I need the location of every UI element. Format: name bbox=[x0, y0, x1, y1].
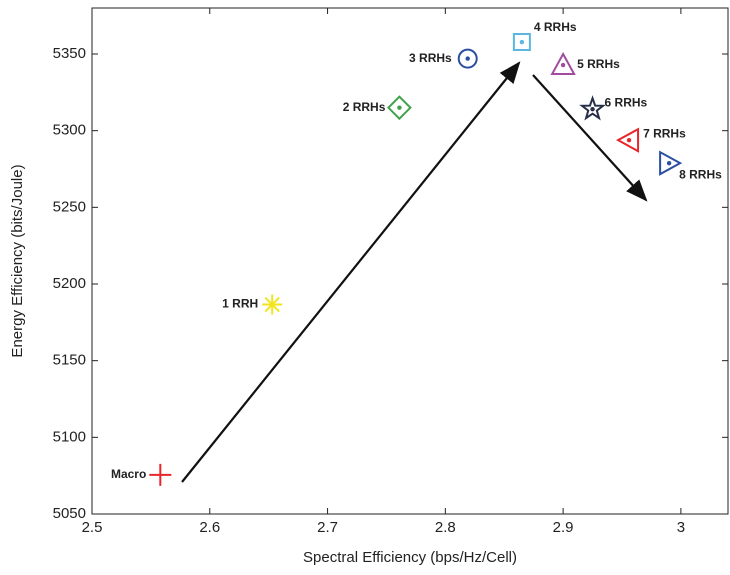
point bbox=[457, 48, 478, 69]
point bbox=[512, 33, 531, 52]
point bbox=[262, 294, 283, 315]
point bbox=[386, 95, 412, 121]
x-tick-label: 3 bbox=[677, 519, 685, 536]
marker-shape bbox=[579, 95, 606, 121]
x-tick-label: 2.5 bbox=[82, 519, 103, 536]
arrow bbox=[532, 74, 648, 202]
plot-frame bbox=[91, 7, 729, 515]
marker-shape bbox=[149, 463, 172, 486]
point-label: Macro bbox=[111, 467, 146, 481]
marker-dot bbox=[626, 137, 632, 143]
marker-dot bbox=[465, 56, 470, 61]
point bbox=[659, 150, 683, 176]
x-tick-label: 2.8 bbox=[435, 519, 456, 536]
point bbox=[579, 95, 606, 121]
marker-shape bbox=[262, 294, 283, 315]
marker-dot bbox=[519, 39, 525, 45]
marker-shape bbox=[457, 48, 478, 69]
x-axis-label: Spectral Efficiency (bps/Hz/Cell) bbox=[303, 549, 517, 566]
x-tick-label: 2.6 bbox=[199, 519, 220, 536]
marker-dot bbox=[560, 62, 566, 68]
point-label: 1 RRH bbox=[222, 297, 258, 311]
point-label: 3 RRHs bbox=[409, 51, 452, 65]
marker-dot bbox=[590, 107, 595, 112]
point bbox=[550, 51, 576, 76]
y-tick-label: 5150 bbox=[53, 352, 86, 369]
marker-shape bbox=[512, 33, 531, 52]
point-label: 6 RRHs bbox=[605, 95, 648, 109]
arrow bbox=[181, 61, 521, 483]
marker-dot bbox=[666, 160, 672, 166]
y-axis-label: Energy Efficiency (bits/Joule) bbox=[9, 164, 26, 357]
y-tick-label: 5250 bbox=[53, 198, 86, 215]
point-label: 5 RRHs bbox=[577, 57, 620, 71]
x-tick-label: 2.7 bbox=[317, 519, 338, 536]
y-tick-label: 5050 bbox=[53, 505, 86, 522]
point bbox=[149, 463, 172, 486]
y-tick-label: 5300 bbox=[53, 122, 86, 139]
marker-shape bbox=[615, 127, 640, 153]
x-tick-label: 2.9 bbox=[553, 519, 574, 536]
point-label: 2 RRHs bbox=[343, 100, 386, 114]
marker-shape bbox=[659, 150, 683, 176]
marker-shape bbox=[550, 51, 576, 76]
y-tick-label: 5350 bbox=[53, 45, 86, 62]
y-tick-label: 5200 bbox=[53, 275, 86, 292]
point-label: 4 RRHs bbox=[534, 20, 577, 34]
point bbox=[615, 127, 640, 153]
marker-dot bbox=[397, 105, 402, 110]
point-label: 7 RRHs bbox=[643, 126, 686, 140]
y-tick-label: 5100 bbox=[53, 428, 86, 445]
point-label: 8 RRHs bbox=[679, 167, 722, 181]
marker-shape bbox=[386, 95, 412, 121]
